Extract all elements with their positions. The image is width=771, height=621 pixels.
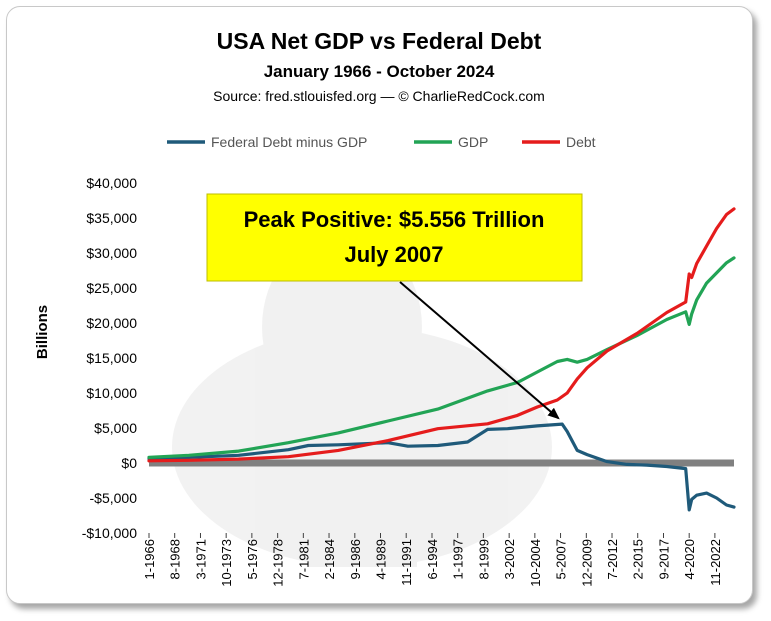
y-tick-label: $15,000 xyxy=(86,350,137,366)
x-tick-label: 3-1971 xyxy=(193,539,208,579)
y-axis-label: Billions xyxy=(34,305,51,359)
x-tick-label: 2-1984 xyxy=(322,539,337,579)
y-tick-label: $30,000 xyxy=(86,245,137,261)
y-tick-label: -$10,000 xyxy=(82,525,137,541)
y-tick-label: $10,000 xyxy=(86,385,137,401)
x-tick-label: 8-1999 xyxy=(476,539,491,579)
chart-subtitle: January 1966 - October 2024 xyxy=(264,62,495,81)
x-tick-label: 4-2020 xyxy=(682,539,697,579)
y-tick-label: $35,000 xyxy=(86,210,137,226)
annotation-line1: Peak Positive: $5.556 Trillion xyxy=(244,207,545,232)
x-tick-label: 12-1978 xyxy=(271,539,286,587)
legend: Federal Debt minus GDP GDP Debt xyxy=(167,134,596,150)
x-tick-label: 2-2015 xyxy=(631,539,646,579)
x-tick-label: 12-2009 xyxy=(579,539,594,587)
y-tick-label: $25,000 xyxy=(86,280,137,296)
x-tick-label: 5-1976 xyxy=(245,539,260,579)
x-tick-label: 9-1986 xyxy=(348,539,363,579)
x-tick-label: 3-2002 xyxy=(502,539,517,579)
x-tick-label: 1-1966 xyxy=(142,539,157,579)
annotation-box xyxy=(206,193,583,282)
annotation: Peak Positive: $5.556 Trillion July 2007 xyxy=(206,193,583,420)
x-tick-label: 11-1991 xyxy=(399,539,414,586)
y-tick-label: $0 xyxy=(121,455,137,471)
legend-label: GDP xyxy=(458,134,488,150)
plot-area xyxy=(147,207,736,512)
x-tick-label: 8-1968 xyxy=(168,539,183,579)
series-line-debt xyxy=(147,207,736,463)
chart-title: USA Net GDP vs Federal Debt xyxy=(217,28,542,54)
x-tick-label: 10-2004 xyxy=(528,539,543,587)
chart-svg: USA Net GDP vs Federal Debt January 1966… xyxy=(34,28,736,587)
x-tick-label: 6-1994 xyxy=(425,539,440,579)
x-tick-label: 4-1989 xyxy=(374,539,389,579)
x-tick-label: 11-2022 xyxy=(708,539,723,586)
chart-source: Source: fred.stlouisfed.org — © CharlieR… xyxy=(213,88,545,104)
x-tick-label: 7-2012 xyxy=(605,539,620,579)
y-tick-label: $5,000 xyxy=(94,420,137,436)
annotation-arrow xyxy=(399,281,560,420)
x-axis: 1-1966 8-1968 3-1971 10-1973 5-1976 12-1978 7-… xyxy=(142,533,723,587)
y-tick-label: $40,000 xyxy=(86,175,137,191)
chart-frame: USA Net GDP vs Federal Debt January 1966… xyxy=(6,6,753,604)
legend-label: Debt xyxy=(566,134,596,150)
x-tick-label: 7-1981 xyxy=(296,539,311,579)
series-line-gdp xyxy=(147,256,736,459)
y-tick-label: -$5,000 xyxy=(90,490,138,506)
x-tick-label: 10-1973 xyxy=(219,539,234,587)
y-tick-label: $20,000 xyxy=(86,315,137,331)
legend-label: Federal Debt minus GDP xyxy=(211,134,367,150)
x-tick-label: 5-2007 xyxy=(554,539,569,579)
x-tick-label: 1-1997 xyxy=(451,539,466,579)
series-line-federal-debt-minus-gdp xyxy=(147,422,736,512)
y-axis: $40,000 $35,000 $30,000 $25,000 $20,000 $15,0… xyxy=(82,175,734,541)
annotation-line2: July 2007 xyxy=(344,242,443,267)
x-tick-label: 9-2017 xyxy=(657,539,672,579)
